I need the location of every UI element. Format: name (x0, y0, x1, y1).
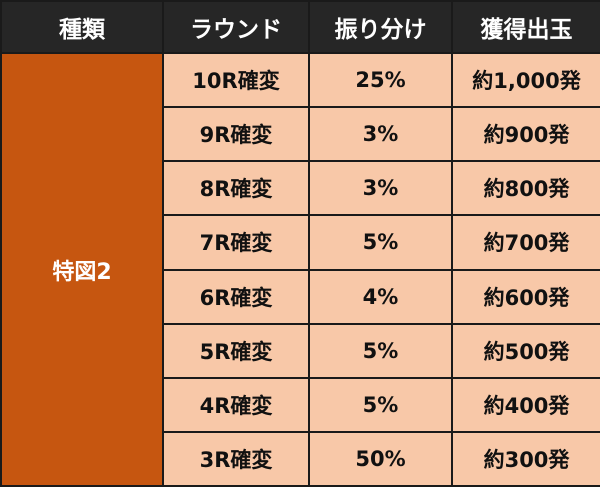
distribution-cell: 3% (308, 160, 453, 217)
distribution-cell: 50% (308, 430, 453, 487)
round-cell: 3R確変 (162, 430, 310, 487)
table-row: 7R確変 5% 約700発 (1, 214, 600, 271)
round-cell: 8R確変 (162, 160, 310, 217)
distribution-cell: 4% (308, 268, 453, 325)
round-cell: 5R確変 (162, 322, 310, 379)
round-cell: 10R確変 (162, 51, 310, 109)
header-row: 種類 ラウンド 振り分け 獲得出玉 (0, 0, 600, 54)
header-payout: 獲得出玉 (451, 0, 600, 54)
header-round: ラウンド (162, 0, 310, 54)
round-cell: 6R確変 (162, 268, 310, 325)
round-cell: 9R確変 (162, 106, 310, 163)
distribution-cell: 5% (308, 322, 453, 379)
table-row: 9R確変 3% 約900発 (1, 106, 600, 163)
header-distribution: 振り分け (308, 0, 453, 54)
round-cell: 4R確変 (162, 376, 310, 433)
type-cell: 特図2 (0, 52, 164, 487)
payout-cell: 約300発 (451, 430, 600, 487)
distribution-cell: 3% (308, 106, 453, 163)
payout-cell: 約1,000発 (451, 51, 600, 109)
payout-cell: 約800発 (451, 160, 600, 217)
table-row: 特図2 10R確変 25% 約1,000発 (0, 51, 600, 487)
table-row: 5R確変 5% 約500発 (1, 322, 600, 379)
header-type: 種類 (0, 0, 164, 54)
table-header: 種類 ラウンド 振り分け 獲得出玉 (0, 0, 600, 54)
table-row: 8R確変 3% 約800発 (1, 160, 600, 217)
payout-cell: 約900発 (451, 106, 600, 163)
table-row: 3R確変 50% 約300発 (1, 430, 600, 487)
distribution-cell: 5% (308, 376, 453, 433)
table-row: 6R確変 4% 約600発 (1, 268, 600, 325)
distribution-cell: 5% (308, 214, 453, 271)
table-row: 4R確変 5% 約400発 (1, 376, 600, 433)
payout-cell: 約500発 (451, 322, 600, 379)
payout-cell: 約400発 (451, 376, 600, 433)
table-body: 特図2 10R確変 25% 約1,000発 9R確変 3% 約900発 8R確変… (0, 51, 600, 487)
round-cell: 7R確変 (162, 214, 310, 271)
distribution-cell: 25% (308, 51, 453, 109)
payout-cell: 約600発 (451, 268, 600, 325)
payout-cell: 約700発 (451, 214, 600, 271)
